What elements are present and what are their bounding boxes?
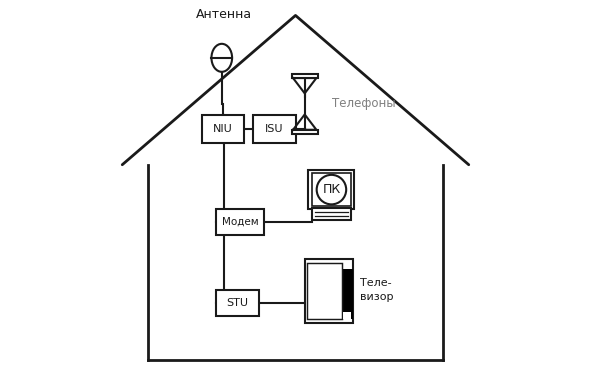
FancyBboxPatch shape [311,173,351,206]
Ellipse shape [212,44,232,72]
FancyBboxPatch shape [253,115,296,142]
FancyBboxPatch shape [216,209,264,235]
Text: Модем: Модем [222,217,258,227]
FancyBboxPatch shape [292,130,318,134]
FancyBboxPatch shape [202,115,244,142]
Bar [343,312,351,319]
FancyBboxPatch shape [312,208,351,220]
FancyBboxPatch shape [292,74,318,78]
Text: Антенна: Антенна [196,8,252,21]
Text: STU: STU [226,298,248,308]
FancyBboxPatch shape [305,259,353,323]
Text: NIU: NIU [213,124,233,134]
FancyBboxPatch shape [307,263,342,319]
Text: ISU: ISU [265,124,284,134]
Text: Телефоны: Телефоны [332,97,396,110]
Bar [343,269,353,319]
FancyBboxPatch shape [216,290,259,316]
Text: ПК: ПК [322,183,340,196]
Text: Теле-
визор: Теле- визор [360,279,394,302]
FancyBboxPatch shape [309,170,355,209]
